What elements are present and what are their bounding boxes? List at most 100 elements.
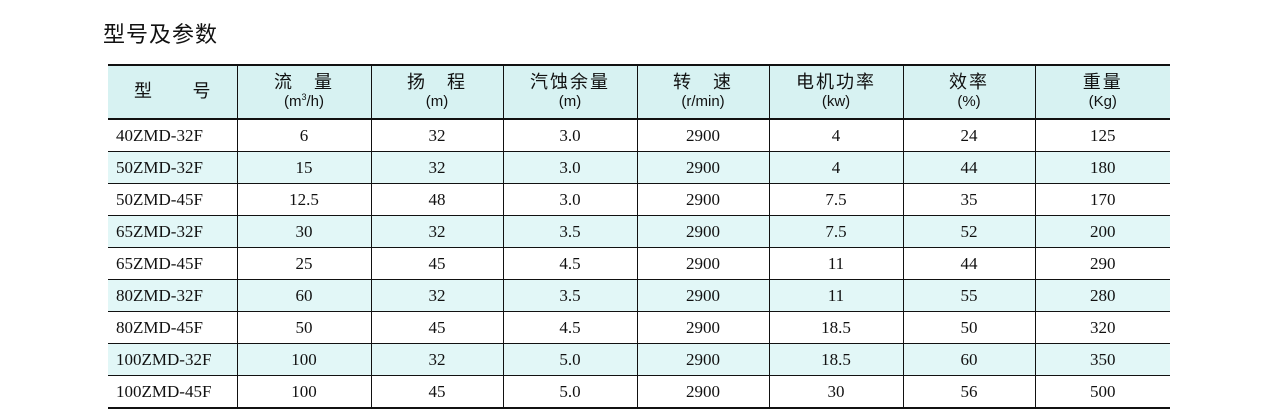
cell-head: 32 [371, 151, 504, 184]
cell-weight: 180 [1035, 151, 1170, 184]
cell-head: 32 [371, 119, 504, 152]
cell-head: 48 [371, 183, 504, 216]
cell-head: 45 [371, 311, 504, 344]
header-power: 电机功率 (kw) [769, 65, 904, 120]
table-row: 65ZMD-32F 30 32 3.5 2900 7.5 52 200 [108, 215, 1170, 248]
cell-npsh: 3.0 [503, 119, 638, 152]
cell-weight: 320 [1035, 311, 1170, 344]
header-head-unit: (m) [425, 93, 449, 110]
cell-speed: 2900 [637, 183, 770, 216]
cell-flow: 15 [237, 151, 372, 184]
table-row: 65ZMD-45F 25 45 4.5 2900 11 44 290 [108, 247, 1170, 280]
cell-speed: 2900 [637, 119, 770, 152]
cell-power: 18.5 [769, 311, 904, 344]
cell-npsh: 3.0 [503, 151, 638, 184]
cell-npsh: 4.5 [503, 247, 638, 280]
header-speed: 转 速 (r/min) [637, 65, 770, 120]
cell-model: 100ZMD-32F [108, 343, 238, 376]
cell-model: 50ZMD-45F [108, 183, 238, 216]
cell-flow: 25 [237, 247, 372, 280]
header-efficiency-unit: (%) [957, 93, 981, 110]
cell-efficiency: 44 [903, 151, 1036, 184]
header-model: 型 号 [108, 65, 238, 120]
header-power-unit: (kw) [821, 93, 851, 110]
cell-efficiency: 52 [903, 215, 1036, 248]
cell-npsh: 3.5 [503, 215, 638, 248]
cell-head: 32 [371, 279, 504, 312]
cell-efficiency: 24 [903, 119, 1036, 152]
cell-npsh: 5.0 [503, 343, 638, 376]
cell-weight: 500 [1090, 381, 1116, 401]
cell-head: 32 [371, 215, 504, 248]
table-row: 40ZMD-32F 6 32 3.0 2900 4 24 125 [108, 119, 1170, 152]
header-flow: 流 量 (m3/h) [237, 65, 372, 120]
header-efficiency-label: 效率 [949, 72, 989, 93]
cell-efficiency: 60 [903, 343, 1036, 376]
cell-power: 4 [769, 119, 904, 152]
cell-npsh: 5.0 [503, 375, 638, 408]
cell-model: 100ZMD-45F [108, 375, 238, 408]
cell-npsh: 3.5 [503, 279, 638, 312]
header-npsh-label: 汽蚀余量 [530, 72, 610, 93]
cell-npsh: 4.5 [503, 311, 638, 344]
table-row: 100ZMD-45F 100 45 5.0 2900 30 56 500 [108, 375, 1170, 408]
cell-model: 80ZMD-45F [108, 311, 238, 344]
cell-power: 7.5 [769, 183, 904, 216]
cell-speed: 2900 [637, 311, 770, 344]
header-weight: 重量 (Kg) [1035, 65, 1170, 120]
table-row: 80ZMD-45F 50 45 4.5 2900 18.5 50 320 [108, 311, 1170, 344]
cell-flow: 100 [237, 343, 372, 376]
header-model-label-b: 号 [192, 81, 213, 102]
cell-weight: 290 [1035, 247, 1170, 280]
cell-weight: 280 [1035, 279, 1170, 312]
header-weight-label: 重量 [1082, 72, 1123, 93]
cell-flow: 30 [237, 215, 372, 248]
cell-power: 11 [769, 247, 904, 280]
header-model-label-a: 型 [134, 81, 154, 102]
header-speed-label: 转 速 [673, 72, 733, 93]
header-row: 型 号 流 量 (m3/h) 扬 程 (m) 汽蚀余量 (m) 转 速 (r/m… [108, 65, 1170, 120]
cell-model: 65ZMD-45F [108, 247, 238, 280]
cell-power: 30 [769, 375, 904, 408]
cell-power: 4 [769, 151, 904, 184]
cell-speed: 2900 [637, 279, 770, 312]
header-npsh: 汽蚀余量 (m) [503, 65, 638, 120]
table-row: 50ZMD-45F 12.5 48 3.0 2900 7.5 35 170 [108, 183, 1170, 216]
cell-flow: 100 [237, 375, 372, 408]
header-flow-label: 流 量 [274, 72, 334, 93]
header-flow-unit-sup: 3 [301, 92, 307, 102]
cell-flow: 60 [237, 279, 372, 312]
cell-efficiency: 50 [903, 311, 1036, 344]
cell-power: 18.5 [769, 343, 904, 376]
header-flow-unit-pre: (m [283, 93, 302, 110]
cell-speed: 2900 [637, 215, 770, 248]
cell-flow: 50 [237, 311, 372, 344]
header-power-label: 电机功率 [796, 72, 876, 93]
header-flow-unit: (m3/h) [238, 93, 371, 111]
spec-table: 型 号 流 量 (m3/h) 扬 程 (m) 汽蚀余量 (m) 转 速 (r/m… [108, 64, 1170, 409]
page-title: 型号及参数 [103, 23, 219, 48]
cell-weight: 125 [1035, 119, 1170, 152]
cell-flow: 12.5 [237, 183, 372, 216]
header-speed-unit: (r/min) [681, 93, 725, 110]
cell-power: 11 [769, 279, 904, 312]
cell-speed: 2900 [637, 343, 770, 376]
cell-model: 50ZMD-32F [108, 151, 238, 184]
table-row: 80ZMD-32F 60 32 3.5 2900 11 55 280 [108, 279, 1170, 312]
cell-model: 80ZMD-32F [108, 279, 238, 312]
cell-efficiency: 56 [903, 375, 1036, 408]
cell-efficiency: 44 [903, 247, 1036, 280]
cell-model: 65ZMD-32F [108, 215, 238, 248]
table-row: 50ZMD-32F 15 32 3.0 2900 4 44 180 [108, 151, 1170, 184]
header-npsh-unit: (m) [558, 93, 582, 110]
header-head: 扬 程 (m) [371, 65, 504, 120]
cell-weight: 170 [1035, 183, 1170, 216]
cell-weight: 350 [1035, 343, 1170, 376]
table-row: 100ZMD-32F 100 32 5.0 2900 18.5 60 350 [108, 343, 1170, 376]
header-head-label: 扬 程 [407, 72, 467, 93]
cell-model: 40ZMD-32F [108, 119, 238, 152]
cell-speed: 2900 [637, 375, 770, 408]
header-flow-unit-post: /h) [306, 93, 325, 110]
header-efficiency: 效率 (%) [903, 65, 1036, 120]
cell-speed: 2900 [637, 151, 770, 184]
